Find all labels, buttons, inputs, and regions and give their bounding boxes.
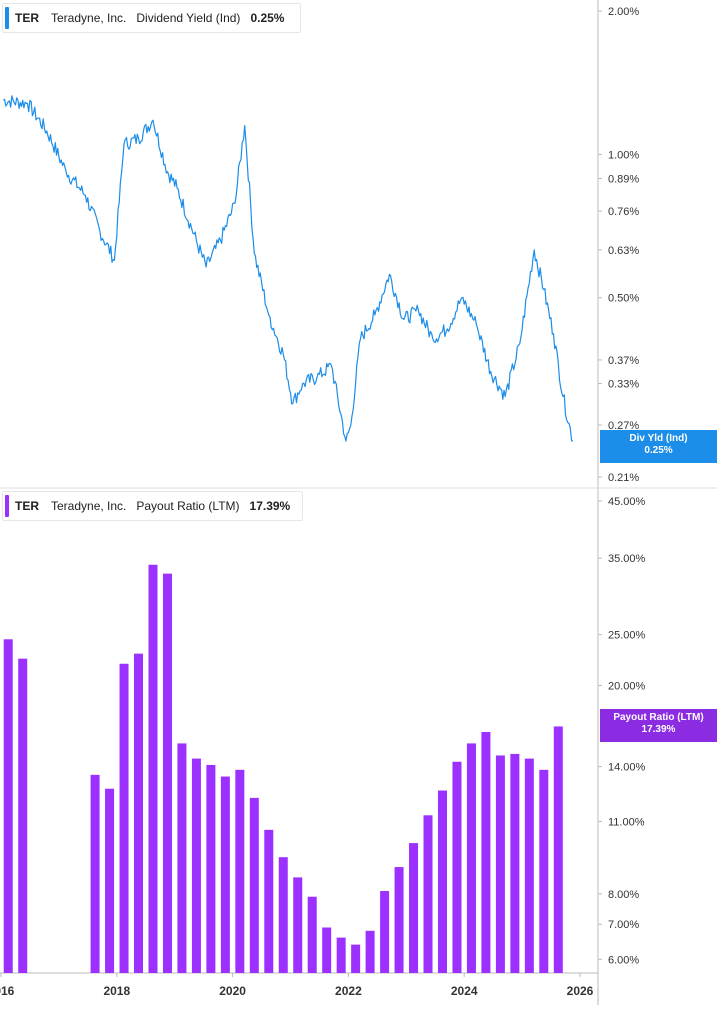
payout-ratio-bar [235, 769, 245, 973]
bottom-y-tick-label: 14.00% [608, 762, 646, 774]
bottom-y-tick-label: 35.00% [608, 553, 646, 565]
x-tick-label: 2022 [335, 984, 362, 998]
top-y-tick-label: 0.37% [608, 355, 639, 367]
x-tick-label: 2020 [219, 984, 246, 998]
top-legend-color-swatch [5, 7, 9, 29]
payout-ratio-bar [278, 857, 288, 973]
yield-flag-value: 0.25% [644, 445, 673, 456]
top-legend-company: Teradyne, Inc. [51, 11, 127, 25]
payout-ratio-bar [249, 797, 259, 973]
top-y-tick-label: 1.00% [608, 149, 639, 161]
payout-value-flag: Payout Ratio (LTM) 17.39% [600, 709, 717, 742]
payout-ratio-bar [553, 726, 563, 973]
payout-ratio-bar [162, 573, 172, 973]
payout-ratio-bar [510, 753, 520, 973]
payout-ratio-bar [437, 790, 447, 973]
payout-flag-value: 17.39% [641, 724, 676, 735]
payout-flag-label: Payout Ratio (LTM) [613, 712, 704, 723]
x-tick-label: 2016 [0, 984, 15, 998]
bottom-legend-company: Teradyne, Inc. [51, 499, 127, 513]
payout-ratio-bar [322, 927, 332, 973]
bottom-y-tick-label: 7.00% [608, 919, 639, 931]
yield-value-flag: Div Yld (Ind) 0.25% [600, 430, 717, 463]
payout-ratio-bar [365, 930, 375, 973]
bottom-y-tick-label: 6.00% [608, 954, 639, 966]
x-tick-label: 2024 [451, 984, 478, 998]
top-y-tick-label: 0.76% [608, 206, 639, 218]
top-legend-value: 0.25% [250, 11, 285, 25]
payout-ratio-bar [119, 663, 129, 973]
payout-ratio-bar [206, 764, 216, 973]
bottom-legend-ticker: TER [15, 499, 39, 513]
payout-ratio-bar [409, 843, 419, 973]
payout-ratio-bar [452, 761, 462, 973]
bottom-legend-metric: Payout Ratio (LTM) [136, 499, 240, 513]
bottom-y-tick-label: 8.00% [608, 889, 639, 901]
payout-ratio-bar [351, 944, 361, 973]
payout-ratio-bar [380, 891, 390, 973]
bottom-legend-value: 17.39% [249, 499, 291, 513]
payout-ratio-bar [18, 658, 28, 973]
payout-ratio-bar [481, 731, 491, 973]
payout-ratio-bar [264, 829, 274, 973]
payout-ratio-bar [177, 743, 187, 973]
top-legend-ticker: TER [15, 11, 39, 25]
top-y-tick-label: 0.21% [608, 472, 639, 484]
top-y-tick-label: 0.89% [608, 173, 639, 185]
payout-ratio-bar [220, 776, 230, 973]
dividend-yield-line [3, 95, 573, 442]
top-y-tick-label: 0.27% [608, 420, 639, 432]
yield-flag-label: Div Yld (Ind) [629, 433, 688, 444]
bottom-y-tick-label: 25.00% [608, 630, 646, 642]
top-y-tick-label: 2.00% [608, 6, 639, 18]
payout-ratio-bar [134, 653, 144, 973]
payout-ratio-bar [105, 788, 115, 973]
payout-ratio-bar [90, 774, 100, 973]
payout-ratio-bar [3, 639, 13, 973]
x-tick-label: 2018 [103, 984, 130, 998]
top-y-tick-label: 0.63% [608, 245, 639, 257]
payout-ratio-bar [539, 769, 549, 973]
payout-ratio-bar [148, 564, 158, 973]
payout-ratio-bar [307, 896, 317, 973]
top-legend: TER Teradyne, Inc. Dividend Yield (Ind) … [2, 3, 301, 33]
payout-ratio-bar [423, 815, 433, 973]
payout-ratio-bar [524, 758, 534, 973]
bottom-legend-color-swatch [5, 495, 9, 517]
top-y-tick-label: 0.50% [608, 293, 639, 305]
bottom-y-tick-label: 11.00% [608, 816, 645, 828]
payout-ratio-bar [191, 758, 201, 973]
payout-ratio-bar [336, 937, 346, 973]
payout-ratio-bar [495, 755, 505, 973]
bottom-y-tick-label: 45.00% [608, 496, 646, 508]
payout-ratio-bar [394, 867, 404, 973]
bottom-y-tick-label: 20.00% [608, 680, 646, 692]
bottom-legend: TER Teradyne, Inc. Payout Ratio (LTM) 17… [2, 491, 303, 521]
payout-ratio-bar [293, 877, 303, 973]
payout-ratio-bar [466, 743, 476, 973]
top-legend-metric: Dividend Yield (Ind) [136, 11, 241, 25]
x-tick-label: 2026 [567, 984, 594, 998]
top-y-tick-label: 0.33% [608, 379, 639, 391]
